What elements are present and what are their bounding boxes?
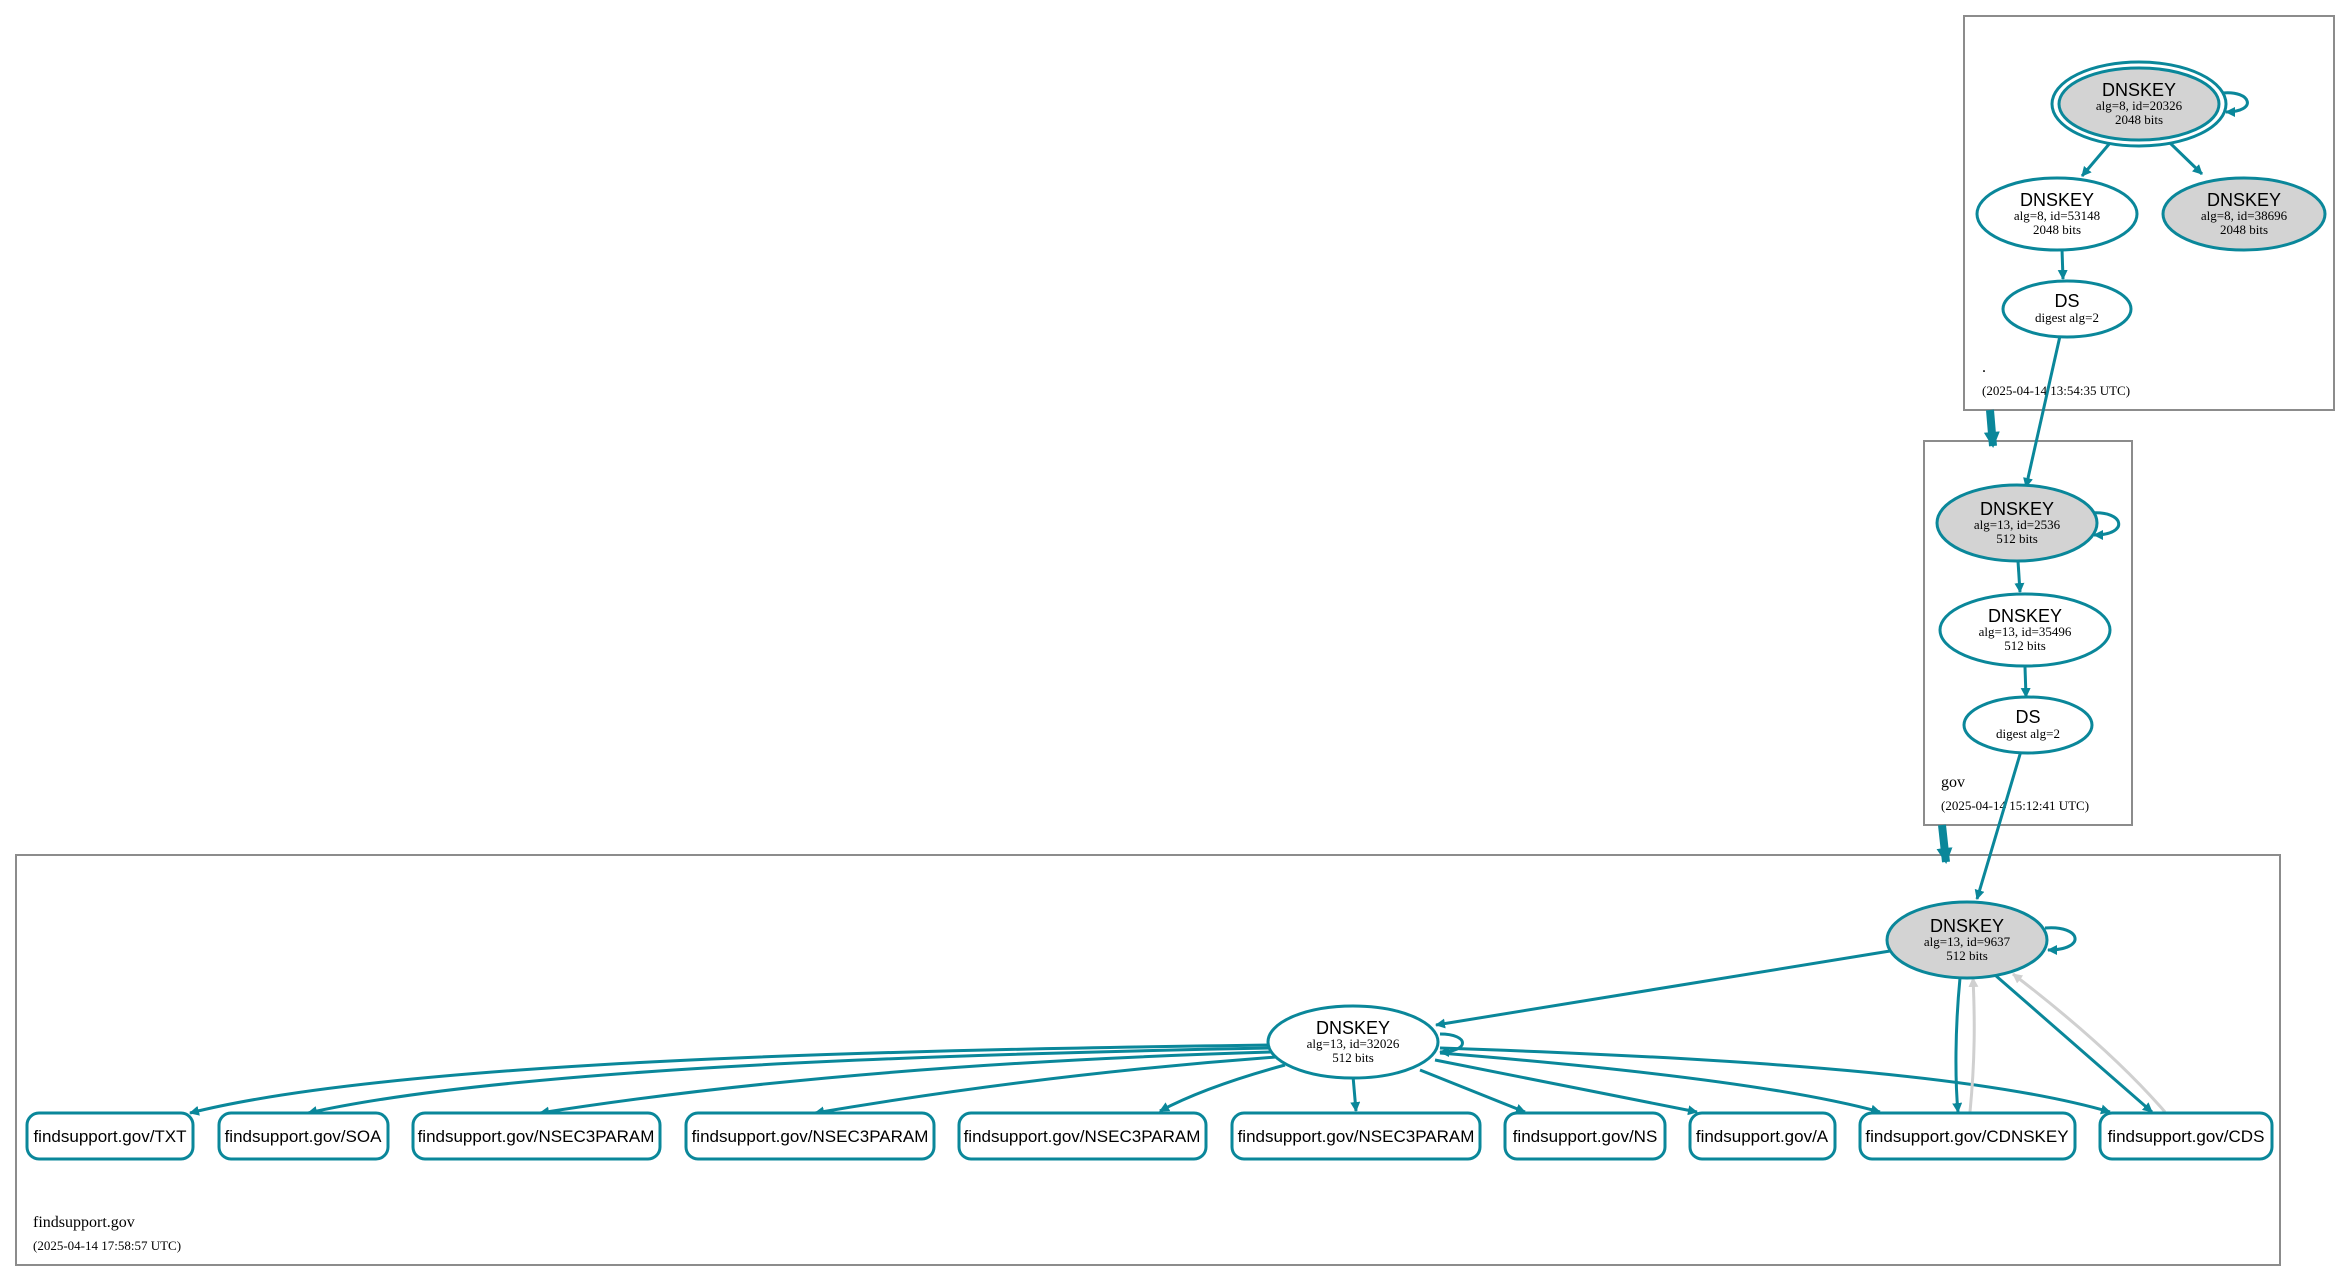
edge-fs-zsk-self	[1439, 1032, 1464, 1057]
rrset-nsec3param-1-label: findsupport.gov/NSEC3PARAM	[418, 1127, 655, 1146]
node-fs-zsk-title: DNSKEY	[1316, 1018, 1390, 1038]
node-root-ksk[interactable]: DNSKEY alg=8, id=20326 2048 bits	[2050, 60, 2228, 148]
edge-fs-zsk-txt	[189, 1043, 1271, 1116]
node-fs-zsk[interactable]: DNSKEY alg=13, id=32026 512 bits	[1266, 1004, 1440, 1080]
rrset-a-label: findsupport.gov/A	[1696, 1127, 1829, 1146]
rrset-nsec3param-3[interactable]: findsupport.gov/NSEC3PARAM	[957, 1111, 1208, 1161]
edge-fs-zsk-nsec3param-4	[1350, 1075, 1361, 1112]
node-root-key3[interactable]: DNSKEY alg=8, id=38696 2048 bits	[2161, 176, 2327, 252]
edge-fs-zsk-ns	[1419, 1068, 1526, 1114]
zone-findsupport-label: findsupport.gov	[33, 1214, 135, 1231]
node-root-key3-bits: 2048 bits	[2220, 222, 2268, 237]
rrset-nsec3param-4-label: findsupport.gov/NSEC3PARAM	[1238, 1127, 1475, 1146]
node-root-key3-alg: alg=8, id=38696	[2201, 208, 2288, 223]
zone-root-label: .	[1982, 359, 1986, 376]
rrset-ns[interactable]: findsupport.gov/NS	[1503, 1111, 1667, 1161]
edge-fs-ksk-zsk	[1435, 949, 1891, 1029]
edge-gov-ds-fs-ksk	[1974, 750, 2023, 900]
edge-fs-zsk-a	[1434, 1058, 1698, 1116]
node-gov-zsk-bits: 512 bits	[2004, 638, 2046, 653]
edge-root-ds-gov-ksk	[2023, 335, 2062, 488]
node-root-zsk-alg: alg=8, id=53148	[2014, 208, 2100, 223]
edge-gov-zsk-ds	[2020, 666, 2031, 698]
node-root-ds-digest: digest alg=2	[2035, 310, 2099, 325]
node-gov-zsk[interactable]: DNSKEY alg=13, id=35496 512 bits	[1938, 592, 2112, 668]
node-root-ds[interactable]: DS digest alg=2	[2001, 279, 2133, 339]
node-gov-ksk[interactable]: DNSKEY alg=13, id=2536 512 bits	[1935, 483, 2099, 563]
delegation-arrow-gov-findsupport	[1936, 824, 1953, 864]
rrset-cdnskey-label: findsupport.gov/CDNSKEY	[1865, 1127, 2068, 1146]
node-fs-ksk-title: DNSKEY	[1930, 916, 2004, 936]
node-fs-zsk-bits: 512 bits	[1332, 1050, 1374, 1065]
node-root-zsk-title: DNSKEY	[2020, 190, 2094, 210]
edge-fs-ksk-cdnskey	[1952, 977, 1963, 1113]
edge-fs-zsk-soa	[307, 1046, 1271, 1116]
node-root-ksk-bits: 2048 bits	[2115, 112, 2163, 127]
zone-gov-label: gov	[1941, 774, 1965, 791]
rrset-cds[interactable]: findsupport.gov/CDS	[2098, 1111, 2274, 1161]
zone-gov-timestamp: (2025-04-14 15:12:41 UTC)	[1941, 798, 2089, 813]
node-gov-ksk-bits: 512 bits	[1996, 531, 2038, 546]
edge-gov-ksk-zsk	[2014, 560, 2025, 593]
rrset-nsec3param-3-label: findsupport.gov/NSEC3PARAM	[964, 1127, 1201, 1146]
rrset-txt[interactable]: findsupport.gov/TXT	[25, 1111, 195, 1161]
edge-fs-zsk-nsec3param-2	[814, 1055, 1277, 1117]
rrset-ns-label: findsupport.gov/NS	[1513, 1127, 1658, 1146]
rrset-nsec3param-4[interactable]: findsupport.gov/NSEC3PARAM	[1230, 1111, 1482, 1161]
rrset-nsec3param-1[interactable]: findsupport.gov/NSEC3PARAM	[411, 1111, 662, 1161]
node-fs-zsk-alg: alg=13, id=32026	[1307, 1036, 1400, 1051]
node-root-ksk-alg: alg=8, id=20326	[2096, 98, 2183, 113]
node-gov-ksk-title: DNSKEY	[1980, 499, 2054, 519]
edge-grey-cdnskey-ksk	[1968, 977, 1979, 1113]
edge-fs-zsk-nsec3param-3	[1159, 1063, 1286, 1113]
edge-root-zsk-ds	[2057, 248, 2068, 280]
edge-root-ksk-zsk	[2080, 142, 2112, 177]
node-root-key3-title: DNSKEY	[2207, 190, 2281, 210]
node-fs-ksk-alg: alg=13, id=9637	[1924, 934, 2011, 949]
node-fs-ksk[interactable]: DNSKEY alg=13, id=9637 512 bits	[1885, 900, 2049, 980]
edge-fs-ksk-cds	[1994, 973, 2153, 1114]
node-root-zsk-bits: 2048 bits	[2033, 222, 2081, 237]
edge-gov-ksk-self	[2089, 511, 2121, 540]
node-gov-zsk-alg: alg=13, id=35496	[1979, 624, 2072, 639]
edge-fs-zsk-cds	[1439, 1046, 2111, 1115]
node-gov-ds-digest: digest alg=2	[1996, 726, 2060, 741]
node-gov-zsk-title: DNSKEY	[1988, 606, 2062, 626]
edge-fs-ksk-self	[2044, 926, 2077, 955]
rrset-soa-label: findsupport.gov/SOA	[225, 1127, 383, 1146]
edge-root-ksk-key3	[2168, 141, 2204, 176]
node-root-ds-title: DS	[2054, 291, 2079, 311]
rrset-txt-label: findsupport.gov/TXT	[33, 1127, 186, 1146]
edge-root-ksk-self	[2221, 91, 2249, 117]
rrset-soa[interactable]: findsupport.gov/SOA	[217, 1111, 390, 1161]
edge-fs-zsk-nsec3param-1	[539, 1050, 1273, 1117]
rrset-nsec3param-2-label: findsupport.gov/NSEC3PARAM	[692, 1127, 929, 1146]
edge-fs-zsk-cdnskey	[1439, 1051, 1881, 1115]
node-root-ksk-title: DNSKEY	[2102, 80, 2176, 100]
node-gov-ds[interactable]: DS digest alg=2	[1962, 695, 2094, 755]
rrset-a[interactable]: findsupport.gov/A	[1688, 1111, 1837, 1161]
node-root-zsk[interactable]: DNSKEY alg=8, id=53148 2048 bits	[1975, 176, 2139, 252]
zone-findsupport-timestamp: (2025-04-14 17:58:57 UTC)	[33, 1238, 181, 1253]
node-fs-ksk-bits: 512 bits	[1946, 948, 1988, 963]
rrset-cdnskey[interactable]: findsupport.gov/CDNSKEY	[1858, 1111, 2077, 1161]
rrset-cds-label: findsupport.gov/CDS	[2108, 1127, 2265, 1146]
node-gov-ksk-alg: alg=13, id=2536	[1974, 517, 2061, 532]
edge-grey-cds-ksk	[2012, 972, 2167, 1113]
node-gov-ds-title: DS	[2015, 707, 2040, 727]
delegation-arrow-root-gov	[1983, 409, 2000, 448]
zone-root-timestamp: (2025-04-14 13:54:35 UTC)	[1982, 383, 2130, 398]
rrset-nsec3param-2[interactable]: findsupport.gov/NSEC3PARAM	[684, 1111, 936, 1161]
